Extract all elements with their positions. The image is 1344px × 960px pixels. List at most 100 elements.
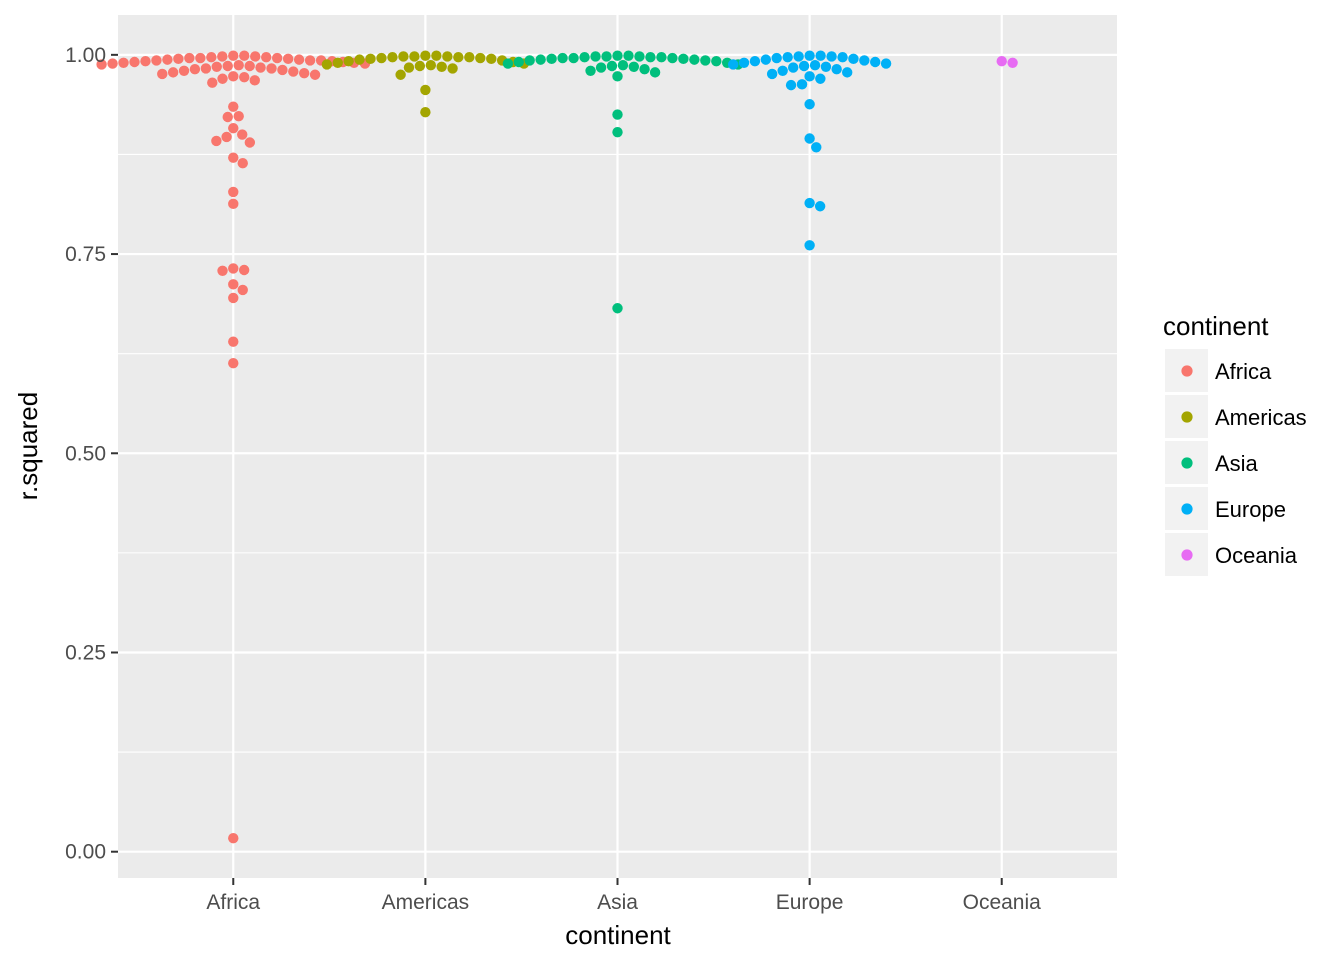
point-asia <box>628 61 640 72</box>
point-americas <box>420 50 431 61</box>
point-africa <box>304 55 316 66</box>
point-europe <box>785 79 797 91</box>
point-europe <box>760 54 772 65</box>
point-asia <box>601 51 612 62</box>
point-americas <box>420 84 431 96</box>
point-asia <box>535 54 546 65</box>
point-asia <box>678 53 689 65</box>
point-asia <box>585 65 596 76</box>
y-axis: 0.00 0.25 0.50 0.75 1.00 <box>65 44 118 864</box>
point-asia <box>612 71 623 82</box>
point-africa <box>250 51 261 62</box>
point-africa <box>222 60 233 72</box>
x-tick-label: Europe <box>776 891 844 914</box>
point-asia <box>568 52 579 64</box>
point-africa <box>200 63 212 74</box>
point-americas <box>414 60 426 72</box>
point-americas <box>376 52 387 64</box>
point-europe <box>766 68 778 80</box>
point-asia <box>711 56 722 67</box>
point-africa <box>228 50 239 61</box>
point-africa <box>228 292 239 304</box>
point-africa <box>282 53 294 65</box>
point-africa <box>237 284 248 296</box>
point-asia <box>700 55 711 66</box>
point-europe <box>815 50 826 61</box>
point-africa <box>233 59 244 71</box>
point-africa <box>222 111 233 123</box>
point-europe <box>815 73 826 84</box>
point-asia <box>590 51 601 62</box>
point-africa <box>249 75 260 86</box>
point-asia <box>524 55 535 66</box>
point-africa <box>217 51 228 62</box>
point-africa <box>96 59 107 70</box>
x-axis: Africa Americas Asia Europe Oceania <box>206 878 1041 914</box>
point-americas <box>409 51 420 62</box>
point-europe <box>837 52 848 63</box>
point-africa <box>217 265 228 276</box>
legend-label: Oceania <box>1215 543 1298 568</box>
point-africa <box>157 68 168 80</box>
point-africa <box>237 158 248 169</box>
point-africa <box>211 135 222 147</box>
point-americas <box>387 52 398 63</box>
legend-label: Africa <box>1215 359 1272 384</box>
point-africa <box>238 264 250 276</box>
x-tick-label: Oceania <box>963 891 1042 914</box>
point-africa <box>107 58 118 69</box>
point-africa <box>195 52 206 64</box>
y-axis-title: r.squared <box>13 392 43 500</box>
point-africa <box>228 71 239 82</box>
point-africa <box>178 65 190 76</box>
point-americas <box>486 53 497 65</box>
point-americas <box>475 52 486 64</box>
point-asia <box>612 303 623 314</box>
point-africa <box>167 67 179 78</box>
point-africa <box>228 186 239 198</box>
legend: continent Africa Americas Asia Europe Oceani… <box>1163 311 1307 576</box>
point-asia <box>634 51 645 62</box>
point-africa <box>118 57 129 69</box>
point-africa <box>228 152 239 163</box>
point-europe <box>771 52 782 64</box>
point-asia <box>612 109 623 120</box>
point-oceania <box>1007 57 1018 69</box>
point-europe <box>804 50 815 61</box>
point-asia <box>606 60 618 72</box>
x-axis-title: continent <box>565 920 671 950</box>
point-europe <box>738 57 750 69</box>
point-europe <box>842 67 853 78</box>
point-africa <box>244 60 255 72</box>
point-americas <box>420 107 431 118</box>
y-tick-label: 0.00 <box>65 841 106 864</box>
point-europe <box>804 71 815 82</box>
point-europe <box>727 59 739 70</box>
point-europe <box>859 55 870 66</box>
point-asia <box>689 54 700 65</box>
point-oceania <box>996 56 1007 67</box>
point-americas <box>447 63 458 74</box>
point-africa <box>151 55 162 66</box>
point-africa <box>288 66 299 77</box>
point-americas <box>453 52 464 63</box>
point-americas <box>354 54 365 65</box>
point-asia <box>639 63 650 75</box>
point-americas <box>431 50 442 61</box>
y-tick-label: 1.00 <box>65 44 106 67</box>
point-asia <box>656 52 667 63</box>
point-asia <box>546 53 557 65</box>
point-europe <box>804 99 815 110</box>
point-asia <box>645 52 656 63</box>
point-africa <box>237 129 248 140</box>
legend-swatch <box>1181 365 1193 377</box>
point-europe <box>826 51 837 62</box>
point-europe <box>749 56 761 67</box>
point-asia <box>595 62 607 73</box>
point-americas <box>436 61 447 72</box>
point-europe <box>804 240 815 251</box>
point-africa <box>271 52 283 64</box>
point-americas <box>321 59 333 70</box>
point-africa <box>206 52 217 63</box>
point-europe <box>804 133 815 144</box>
